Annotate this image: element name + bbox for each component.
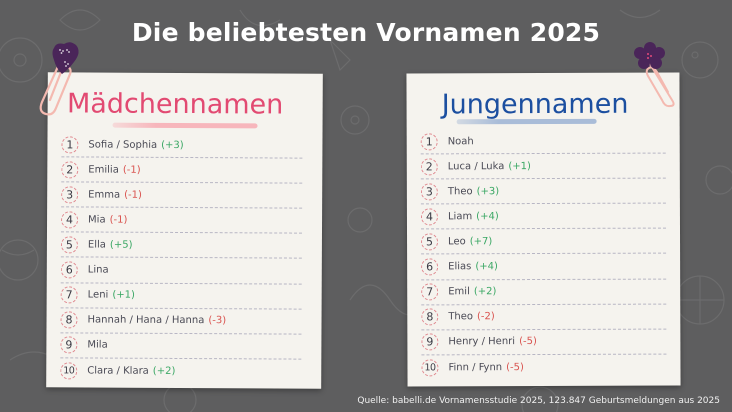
rank-change: (-5) bbox=[519, 336, 537, 348]
rank-badge: 7 bbox=[421, 283, 439, 301]
rank-badge: 8 bbox=[60, 311, 78, 329]
list-item: 2 Emilia (-1) bbox=[61, 157, 303, 184]
heart-pin-paperclip-icon bbox=[39, 42, 79, 116]
rank-change: (-1) bbox=[122, 164, 141, 176]
rank-badge: 2 bbox=[61, 160, 79, 179]
list-item: 10 Clara / Klara (+2) bbox=[60, 358, 301, 384]
rank-badge: 4 bbox=[420, 208, 438, 226]
rank-change: (-3) bbox=[208, 315, 227, 327]
name-text: Luca / Luka bbox=[447, 160, 505, 172]
rank-badge: 1 bbox=[420, 132, 438, 150]
list-item: 9 Mila bbox=[60, 333, 302, 360]
rank-badge: 5 bbox=[421, 233, 439, 251]
rank-badge: 10 bbox=[421, 359, 439, 377]
rank-change: (-2) bbox=[477, 311, 495, 323]
rank-change: (+1) bbox=[112, 289, 135, 301]
flower-pin-paperclip-icon bbox=[634, 42, 675, 108]
name-text: Leo bbox=[448, 236, 466, 248]
rank-badge: 3 bbox=[61, 186, 79, 204]
girls-names-list: 1 Sofia / Sophia (+3) 2 Emilia (-1) 3 Emma (-1… bbox=[60, 132, 303, 384]
rank-badge: 6 bbox=[421, 258, 439, 276]
rank-change: (+2) bbox=[473, 286, 497, 298]
rank-change: (+5) bbox=[109, 239, 133, 251]
rank-change: (+7) bbox=[469, 236, 493, 248]
name-text: Elias bbox=[448, 261, 472, 273]
source-caption: Quelle: babelli.de Vornamensstudie 2025,… bbox=[357, 396, 720, 406]
list-item: 4 Liam (+4) bbox=[420, 203, 666, 230]
boys-heading-underline bbox=[456, 118, 597, 125]
list-item: 6 Elias (+4) bbox=[421, 254, 667, 280]
name-text: Noah bbox=[447, 135, 474, 147]
boys-names-list: 1 Noah 2 Luca / Luka (+1) 3 Theo (+3) 4 Liam (+… bbox=[420, 128, 667, 381]
rank-badge: 3 bbox=[420, 183, 438, 201]
list-item: 1 Noah bbox=[420, 128, 666, 155]
rank-badge: 4 bbox=[61, 211, 79, 229]
list-item: 5 Leo (+7) bbox=[421, 228, 667, 255]
list-item: 9 Henry / Henri (-5) bbox=[421, 329, 667, 356]
rank-badge: 8 bbox=[421, 308, 439, 326]
list-item: 1 Sofia / Sophia (+3) bbox=[61, 132, 303, 159]
rank-badge: 7 bbox=[60, 286, 78, 304]
rank-badge: 5 bbox=[60, 236, 78, 254]
rank-change: (+1) bbox=[508, 160, 531, 172]
boys-names-card: Jungennamen 1 Noah 2 Luca / Luka (+1) 3 Theo… bbox=[406, 72, 681, 387]
rank-change: (+3) bbox=[476, 185, 500, 197]
name-text: Emma bbox=[88, 189, 121, 201]
name-text: Hannah / Hana / Hanna bbox=[87, 314, 205, 327]
list-item: 7 Leni (+1) bbox=[60, 282, 302, 310]
list-item: 6 Lina bbox=[60, 257, 302, 285]
name-text: Finn / Fynn bbox=[448, 362, 503, 374]
list-item: 2 Luca / Luka (+1) bbox=[420, 153, 666, 180]
rank-badge: 9 bbox=[60, 336, 78, 354]
name-text: Sofia / Sophia bbox=[88, 139, 158, 151]
rank-badge: 2 bbox=[420, 158, 438, 176]
list-item: 3 Emma (-1) bbox=[61, 182, 303, 209]
name-text: Liam bbox=[447, 211, 473, 223]
name-text: Lina bbox=[87, 264, 109, 276]
name-text: Ella bbox=[87, 239, 106, 251]
rank-change: (-1) bbox=[109, 214, 128, 226]
rank-change: (-5) bbox=[506, 361, 524, 374]
rank-badge: 1 bbox=[61, 135, 79, 153]
rank-change: (+4) bbox=[476, 210, 499, 223]
name-text: Henry / Henri bbox=[448, 336, 516, 348]
list-item: 8 Hannah / Hana / Hanna (-3) bbox=[60, 308, 302, 335]
list-item: 8 Theo (-2) bbox=[421, 304, 667, 331]
page-title: Die beliebtesten Vornamen 2025 bbox=[131, 18, 601, 47]
name-text: Clara / Klara bbox=[87, 365, 149, 377]
rank-badge: 6 bbox=[60, 261, 78, 279]
rank-badge: 10 bbox=[60, 362, 78, 380]
name-text: Theo bbox=[447, 185, 473, 198]
name-text: Emilia bbox=[88, 164, 119, 176]
girls-heading-underline bbox=[112, 122, 258, 129]
name-text: Leni bbox=[87, 289, 109, 301]
list-item: 3 Theo (+3) bbox=[420, 178, 666, 205]
name-text: Theo bbox=[448, 311, 474, 323]
rank-change: (+2) bbox=[152, 365, 176, 377]
name-text: Mia bbox=[88, 214, 106, 226]
rank-change: (+3) bbox=[161, 139, 184, 151]
rank-change: (-1) bbox=[124, 189, 142, 201]
list-item: 7 Emil (+2) bbox=[421, 279, 667, 306]
rank-badge: 9 bbox=[421, 333, 439, 351]
list-item: 10 Finn / Fynn (-5) bbox=[421, 354, 666, 380]
list-item: 4 Mia (-1) bbox=[60, 207, 303, 234]
name-text: Mila bbox=[87, 339, 108, 351]
list-item: 5 Ella (+5) bbox=[60, 232, 302, 260]
name-text: Emil bbox=[448, 286, 470, 298]
rank-change: (+4) bbox=[475, 261, 498, 273]
